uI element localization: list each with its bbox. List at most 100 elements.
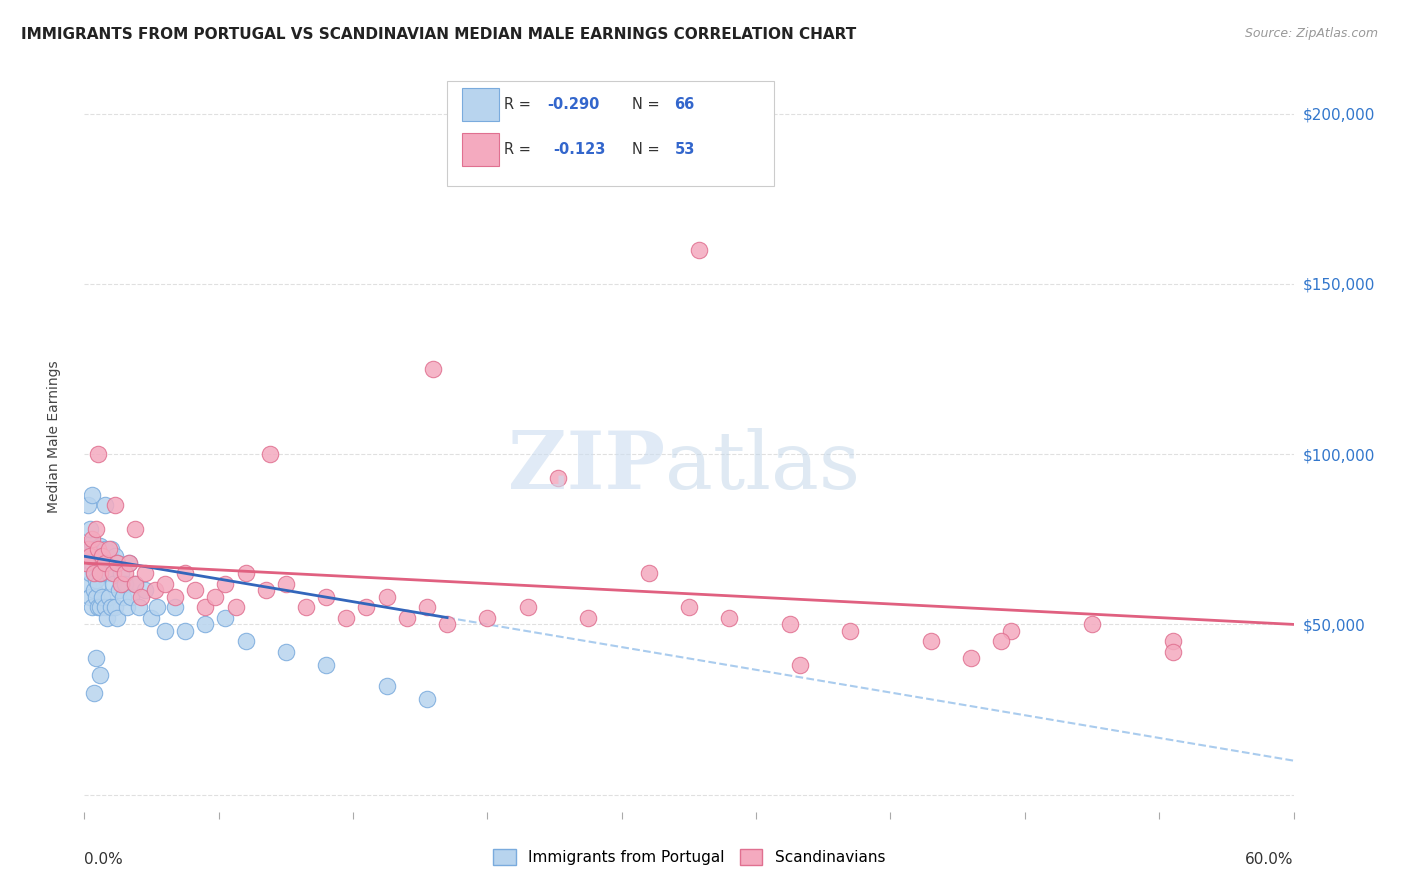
Point: [920, 634, 942, 648]
Text: Source: ZipAtlas.com: Source: ZipAtlas.com: [1244, 27, 1378, 40]
Point: [516, 600, 538, 615]
FancyBboxPatch shape: [461, 133, 499, 166]
Point: [79, 566, 101, 581]
Point: [91, 556, 114, 570]
Point: [97, 542, 120, 557]
Point: [1000, 624, 1022, 639]
Point: [87, 576, 110, 591]
Point: [204, 590, 226, 604]
Point: [104, 498, 127, 512]
Point: [83, 685, 105, 699]
Point: [82, 488, 104, 502]
Point: [416, 600, 439, 615]
Point: [115, 600, 138, 615]
Point: [779, 617, 801, 632]
Point: [77, 549, 100, 564]
Point: [104, 600, 127, 615]
Point: [100, 600, 122, 615]
Point: [375, 590, 398, 604]
Point: [375, 679, 398, 693]
Point: [114, 576, 136, 591]
Point: [75, 556, 97, 570]
Point: [120, 590, 142, 604]
Point: [100, 542, 122, 557]
Point: [153, 624, 176, 639]
Point: [97, 590, 120, 604]
Point: [89, 566, 111, 581]
Text: N =: N =: [633, 142, 665, 157]
Point: [93, 600, 115, 615]
Point: [89, 668, 111, 682]
Point: [1161, 634, 1184, 648]
Point: [274, 576, 297, 591]
Point: [153, 576, 176, 591]
Point: [165, 590, 187, 604]
Point: [194, 617, 217, 632]
Point: [839, 624, 862, 639]
Point: [83, 566, 105, 581]
Point: [134, 566, 156, 581]
Point: [79, 549, 101, 564]
Point: [104, 549, 127, 564]
Point: [110, 576, 132, 591]
Point: [89, 566, 111, 581]
Point: [235, 634, 257, 648]
Point: [114, 566, 136, 581]
Point: [82, 533, 104, 547]
FancyBboxPatch shape: [447, 81, 773, 186]
Point: [789, 658, 811, 673]
Point: [174, 624, 197, 639]
Text: 53: 53: [675, 142, 695, 157]
Point: [124, 576, 146, 591]
Point: [82, 600, 104, 615]
Point: [111, 590, 134, 604]
Point: [124, 576, 146, 591]
Point: [101, 566, 124, 581]
Point: [274, 645, 297, 659]
Point: [259, 447, 281, 461]
Point: [143, 583, 166, 598]
Text: ZIP: ZIP: [508, 428, 665, 506]
Point: [184, 583, 207, 598]
Point: [1161, 645, 1184, 659]
Point: [83, 583, 105, 598]
Point: [79, 542, 101, 557]
Point: [105, 556, 128, 570]
Point: [225, 600, 247, 615]
Point: [93, 498, 115, 512]
Text: 66: 66: [675, 97, 695, 112]
Point: [75, 556, 97, 570]
Point: [678, 600, 700, 615]
Point: [637, 566, 659, 581]
Point: [576, 610, 599, 624]
Point: [214, 610, 236, 624]
Point: [214, 576, 236, 591]
Point: [118, 556, 141, 570]
Text: R =: R =: [503, 142, 540, 157]
Point: [97, 566, 120, 581]
Point: [960, 651, 983, 665]
Point: [101, 576, 124, 591]
Point: [295, 600, 318, 615]
Point: [688, 243, 710, 257]
Point: [105, 556, 128, 570]
Text: N =: N =: [633, 97, 665, 112]
Point: [83, 566, 105, 581]
Text: -0.123: -0.123: [554, 142, 606, 157]
Point: [718, 610, 741, 624]
Point: [165, 600, 187, 615]
Point: [128, 600, 150, 615]
Point: [87, 556, 110, 570]
Point: [86, 573, 108, 587]
Point: [134, 583, 156, 598]
Point: [477, 610, 499, 624]
Point: [422, 362, 444, 376]
Point: [174, 566, 197, 581]
Point: [254, 583, 277, 598]
Point: [93, 566, 115, 581]
Point: [990, 634, 1012, 648]
Point: [129, 590, 152, 604]
Point: [315, 590, 337, 604]
Point: [107, 583, 129, 598]
Point: [77, 498, 100, 512]
